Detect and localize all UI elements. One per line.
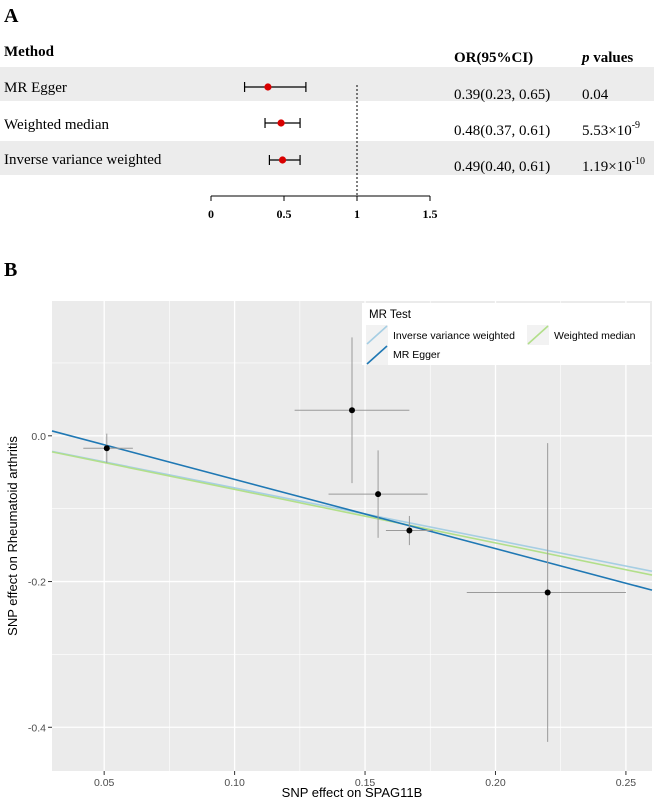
or-point bbox=[264, 83, 272, 91]
row-or-text: 0.39(0.23, 0.65) bbox=[454, 87, 550, 103]
mr-scatter-plot: B 0.05 0.10 0.15 0.20 0.25 0.0 -0.2 -0.4 MR Tes… bbox=[4, 259, 653, 800]
regression-line-weighted-median bbox=[51, 451, 653, 576]
row-method: Inverse variance weighted bbox=[4, 152, 162, 168]
row-method: MR Egger bbox=[4, 80, 67, 96]
legend-key-ivw bbox=[366, 325, 388, 345]
y-tick-label: 0.0 bbox=[31, 431, 46, 443]
legend-key-wmedian bbox=[527, 325, 549, 345]
or-point bbox=[277, 119, 285, 127]
snp-point bbox=[349, 407, 355, 414]
y-tick-label: -0.2 bbox=[28, 577, 46, 589]
row-stripe bbox=[0, 67, 654, 101]
row-method: Weighted median bbox=[4, 117, 110, 133]
row-or-text: 0.49(0.40, 0.61) bbox=[454, 159, 550, 175]
axis-tick-label: 0.5 bbox=[277, 207, 292, 221]
row-p-value: 5.53×10-9 bbox=[582, 120, 640, 139]
y-tick-label: -0.4 bbox=[28, 722, 46, 734]
scatter-axes: 0.05 0.10 0.15 0.20 0.25 0.0 -0.2 -0.4 bbox=[28, 431, 636, 789]
panel-label-b: B bbox=[4, 259, 17, 281]
row-stripe bbox=[0, 141, 654, 175]
panel-label-a: A bbox=[4, 5, 19, 27]
header-p-values: p values bbox=[580, 50, 633, 66]
row-p-value: 1.19×10-10 bbox=[582, 156, 645, 175]
legend: MR Test Inverse variance weighted Weight… bbox=[362, 303, 650, 365]
scatter-points bbox=[103, 407, 551, 596]
forest-axis: 0 0.5 1 1.5 bbox=[208, 195, 438, 221]
axis-tick-label: 1 bbox=[354, 207, 360, 221]
header-method: Method bbox=[4, 44, 55, 60]
forest-marks bbox=[243, 82, 358, 195]
axis-tick-label: 1.5 bbox=[423, 207, 438, 221]
snp-point bbox=[103, 445, 110, 452]
or-point bbox=[278, 156, 287, 164]
row-p-value: 0.04 bbox=[582, 87, 609, 103]
snp-point bbox=[544, 589, 551, 596]
x-axis-label: SNP effect on SPAG11B bbox=[282, 785, 423, 800]
x-tick-label: 0.10 bbox=[224, 777, 245, 789]
legend-key-egger bbox=[366, 345, 388, 365]
legend-label-ivw: Inverse variance weighted bbox=[393, 330, 515, 342]
axis-tick-label: 0 bbox=[208, 207, 214, 221]
legend-box bbox=[362, 303, 650, 365]
regression-lines bbox=[51, 430, 653, 591]
forest-plot: A Method OR(95%CI) p values MR Egger Wei… bbox=[0, 5, 654, 221]
y-axis-label: SNP effect on Rheumatoid arthritis bbox=[5, 436, 20, 636]
x-tick-label: 0.15 bbox=[355, 777, 376, 789]
snp-point bbox=[375, 491, 382, 498]
legend-label-wmedian: Weighted median bbox=[554, 330, 636, 342]
legend-label-egger: MR Egger bbox=[393, 349, 441, 361]
row-or-text: 0.48(0.37, 0.61) bbox=[454, 123, 550, 139]
snp-point bbox=[406, 527, 413, 534]
legend-title: MR Test bbox=[369, 309, 412, 321]
regression-line-mr-egger bbox=[51, 430, 653, 591]
x-tick-label: 0.25 bbox=[616, 777, 637, 789]
header-or: OR(95%CI) bbox=[454, 50, 533, 66]
scatter-grid bbox=[52, 301, 652, 771]
x-tick-label: 0.05 bbox=[94, 777, 115, 789]
x-tick-label: 0.20 bbox=[485, 777, 506, 789]
